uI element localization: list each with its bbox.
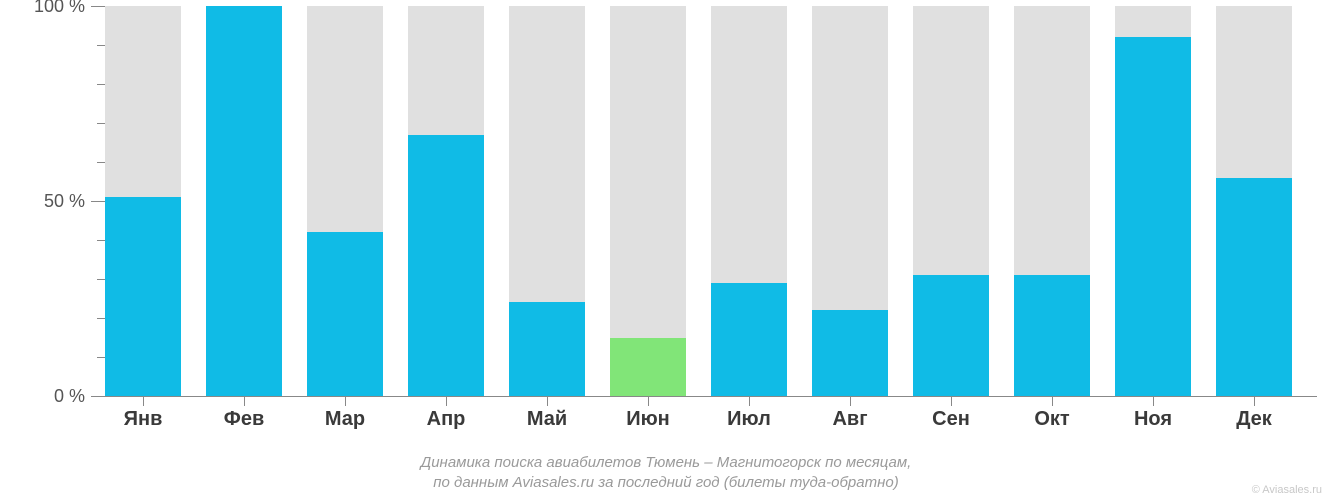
- y-tick-mark: [97, 240, 105, 241]
- plot-area: [105, 6, 1317, 396]
- bar-column: [307, 6, 383, 396]
- bar-value: [1216, 178, 1292, 396]
- bar-value: [509, 302, 585, 396]
- x-tick-label: Янв: [98, 408, 188, 431]
- bar-column: [711, 6, 787, 396]
- caption-line-1: Динамика поиска авиабилетов Тюмень – Маг…: [421, 454, 912, 471]
- bar-value: [105, 197, 181, 396]
- bar-value: [408, 135, 484, 396]
- caption-line-2: по данным Aviasales.ru за последний год …: [433, 474, 898, 491]
- bar-column: [1115, 6, 1191, 396]
- x-tick-mark: [1153, 396, 1154, 406]
- y-tick-mark: [97, 123, 105, 124]
- y-tick-label: 100 %: [15, 0, 85, 17]
- x-tick-label: Май: [502, 408, 592, 431]
- x-tick-label: Мар: [300, 408, 390, 431]
- x-tick-mark: [244, 396, 245, 406]
- chart-caption: Динамика поиска авиабилетов Тюмень – Маг…: [0, 453, 1332, 494]
- y-tick-mark: [91, 396, 105, 397]
- chart-container: 0 % 50 % 100 % Янв Фев Мар Апр Май Июн Июл Авг Сен…: [0, 0, 1332, 502]
- bar-value: [711, 283, 787, 396]
- x-tick-mark: [1254, 396, 1255, 406]
- x-tick-mark: [648, 396, 649, 406]
- bar-value: [913, 275, 989, 396]
- x-tick-label: Июн: [603, 408, 693, 431]
- x-tick-mark: [446, 396, 447, 406]
- bar-column: [610, 6, 686, 396]
- x-tick-mark: [345, 396, 346, 406]
- x-tick-label: Фев: [199, 408, 289, 431]
- bar-value: [1014, 275, 1090, 396]
- y-tick-mark: [97, 45, 105, 46]
- bar-column: [1216, 6, 1292, 396]
- x-tick-mark: [1052, 396, 1053, 406]
- y-tick-label: 50 %: [15, 191, 85, 212]
- bar-column: [509, 6, 585, 396]
- y-tick-mark: [97, 84, 105, 85]
- bar-column: [1014, 6, 1090, 396]
- bar-value: [307, 232, 383, 396]
- bar-column: [812, 6, 888, 396]
- bar-column: [105, 6, 181, 396]
- y-tick-mark: [91, 6, 105, 7]
- bar-value: [1115, 37, 1191, 396]
- x-tick-label: Авг: [805, 408, 895, 431]
- x-tick-label: Сен: [906, 408, 996, 431]
- y-tick-mark: [97, 357, 105, 358]
- y-tick-mark: [97, 279, 105, 280]
- watermark: © Aviasales.ru: [1252, 484, 1322, 496]
- x-tick-mark: [850, 396, 851, 406]
- bar-column: [206, 6, 282, 396]
- bar-column: [408, 6, 484, 396]
- x-tick-mark: [143, 396, 144, 406]
- x-tick-label: Июл: [704, 408, 794, 431]
- x-tick-mark: [951, 396, 952, 406]
- x-tick-label: Ноя: [1108, 408, 1198, 431]
- y-tick-label: 0 %: [15, 386, 85, 407]
- bar-value: [206, 6, 282, 396]
- x-tick-label: Апр: [401, 408, 491, 431]
- bar-value: [812, 310, 888, 396]
- x-tick-mark: [547, 396, 548, 406]
- y-tick-mark: [91, 201, 105, 202]
- y-tick-mark: [97, 162, 105, 163]
- baseline: [105, 396, 1317, 397]
- y-tick-mark: [97, 318, 105, 319]
- x-tick-label: Дек: [1209, 408, 1299, 431]
- x-tick-label: Окт: [1007, 408, 1097, 431]
- x-tick-mark: [749, 396, 750, 406]
- bar-column: [913, 6, 989, 396]
- bar-value: [610, 338, 686, 397]
